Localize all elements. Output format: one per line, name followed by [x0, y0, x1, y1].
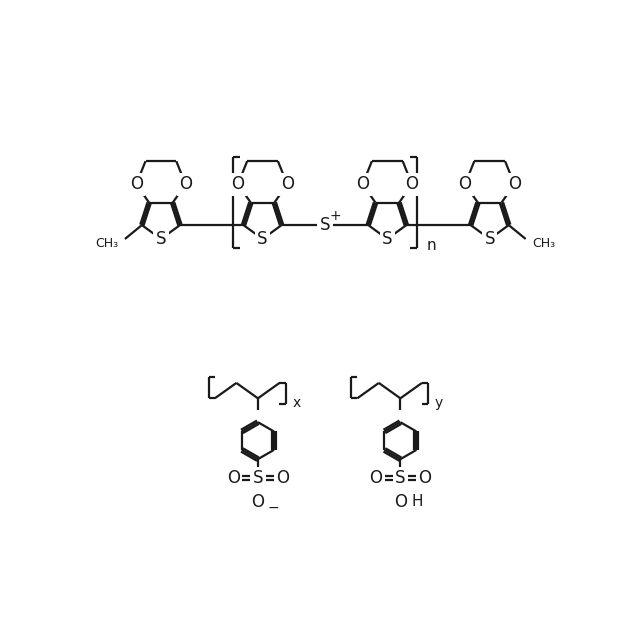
Text: O: O: [369, 470, 382, 488]
Text: S: S: [257, 230, 268, 248]
Text: O: O: [394, 493, 407, 510]
Text: O: O: [281, 176, 294, 193]
Text: CH₃: CH₃: [95, 237, 119, 250]
Text: O: O: [179, 176, 192, 193]
Text: O: O: [227, 470, 240, 488]
Text: O: O: [130, 176, 143, 193]
Text: n: n: [426, 237, 436, 253]
Text: O: O: [276, 470, 289, 488]
Text: O: O: [419, 470, 431, 488]
Text: x: x: [292, 396, 301, 410]
Text: y: y: [435, 396, 444, 410]
Text: O: O: [508, 176, 521, 193]
Text: CH₃: CH₃: [532, 237, 555, 250]
Text: S: S: [484, 230, 495, 248]
Text: +: +: [330, 209, 342, 223]
Text: H: H: [411, 494, 422, 509]
Text: S: S: [382, 230, 392, 248]
Text: O: O: [252, 493, 264, 510]
Text: O: O: [356, 176, 369, 193]
Text: S: S: [253, 470, 263, 488]
Text: S: S: [156, 230, 166, 248]
Text: O: O: [232, 176, 244, 193]
Text: O: O: [459, 176, 472, 193]
Text: S: S: [395, 470, 406, 488]
Text: −: −: [268, 501, 280, 515]
Text: O: O: [405, 176, 419, 193]
Text: S: S: [319, 216, 330, 234]
